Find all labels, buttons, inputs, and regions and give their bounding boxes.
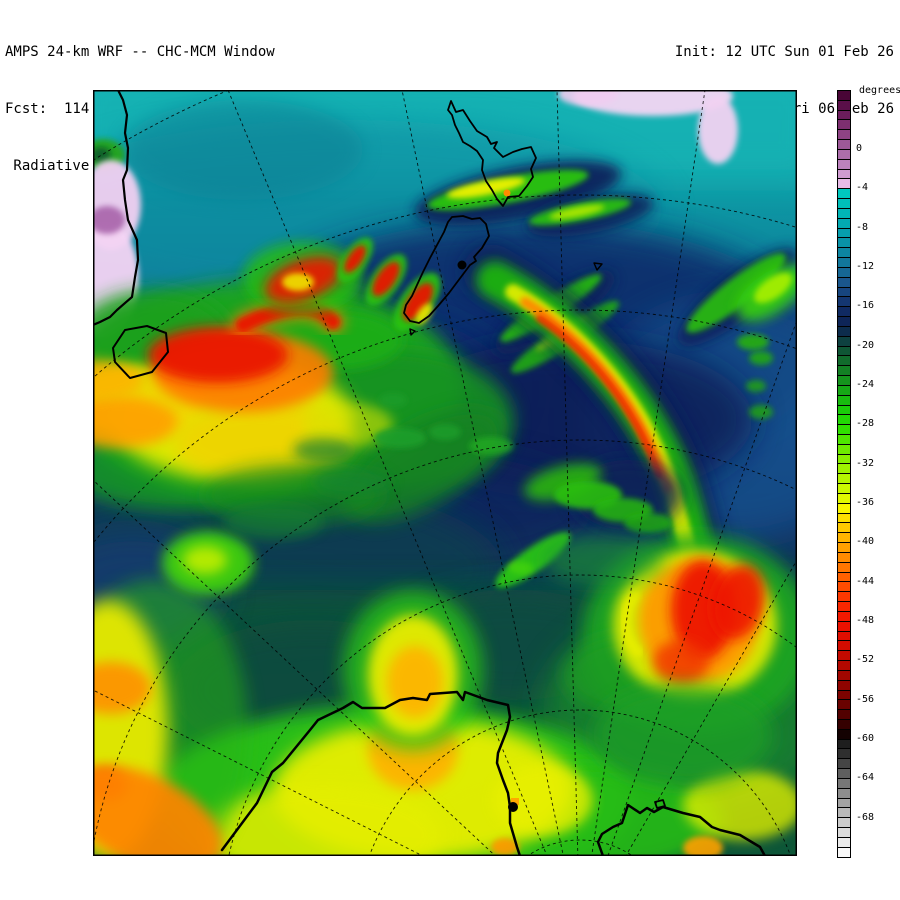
australia-coastline [93,90,140,327]
colorbar-tick-label: -68 [856,811,875,823]
colorbar-tick-label: -20 [856,339,875,351]
station-markers [457,260,519,812]
stewart-island-mark [409,328,416,336]
colorbar-tick-label: -16 [856,300,875,312]
antarctica-coastline-west [220,690,522,856]
graticule [93,90,797,856]
mcmurdo-warm-pixel [511,798,519,805]
christchurch-station-marker [457,260,467,270]
ross-small-island [654,799,666,809]
colorbar-unit-label: degrees C [859,85,900,96]
colorbar-tick-label: 0 [856,143,863,154]
weather-map [93,90,797,856]
colorbar-tick-label: -32 [856,457,875,469]
colorbar-tick-label: -52 [856,654,875,666]
colorbar-tick-label: -12 [856,261,875,272]
colorbar-tick-label: -40 [856,536,875,548]
scattered-cloud-patches [223,393,672,588]
colorbar: 0 -4 -8 -12 -16 -20 -24 -28 -32 -36 -40 -44 -48 -52 -5… [837,90,874,858]
mcmurdo-station-marker [508,802,518,812]
colorbar-tick-label: -48 [856,615,875,626]
map-border [93,90,797,856]
colorbar-tick-label: -36 [856,497,875,508]
nz-cloud-band [414,160,654,237]
colorbar-tick-label: -64 [856,772,875,784]
colorbar-tick-label: -4 [856,182,869,194]
colorbar-tick-label: -60 [856,733,875,744]
ross-sea-cold-blob [563,460,797,785]
west-nz-cold-streaks [337,237,441,332]
southwest-cloud-mass [93,580,248,856]
tasmania-coastline [112,325,169,379]
nz-south-island-coastline [403,215,490,324]
colorbar-tick-label: -24 [856,379,875,390]
colorbar-cell [837,846,851,858]
map-canvas [93,90,797,856]
colorbar-tick-label: -28 [856,418,875,430]
antarctica-coastline-ross [596,803,767,856]
chatham-islands-mark [593,262,603,271]
colorbar-tick-label: -56 [856,693,875,705]
colorbar-tick-label: -44 [856,575,875,587]
init-time: Init: 12 UTC Sun 01 Feb 26 [674,44,894,60]
colorbar-tick-label: -8 [856,221,869,233]
nz-north-island-coastline [447,100,537,207]
coastlines [93,90,767,856]
model-title: AMPS 24-km WRF -- CHC-MCM Window [5,44,275,60]
antarctic-interior-field [153,590,797,856]
